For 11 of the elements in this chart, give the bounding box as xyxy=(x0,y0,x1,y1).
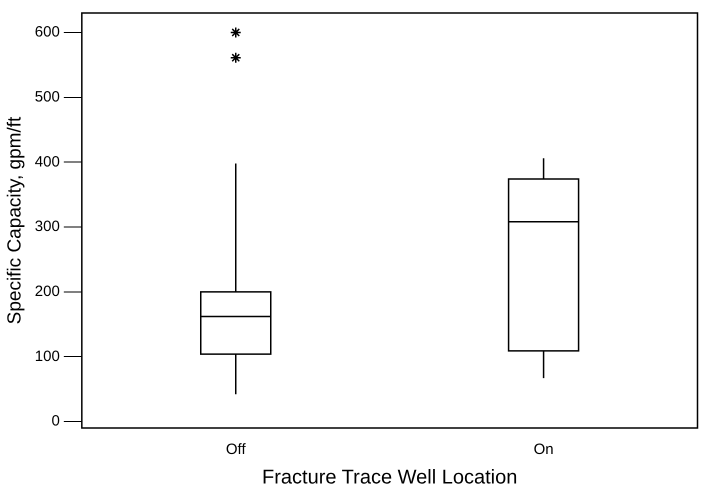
y-tick-label: 600 xyxy=(34,24,60,41)
y-axis-title: Specific Capacity, gpm/ft xyxy=(4,116,26,324)
y-tick-label: 300 xyxy=(34,218,60,236)
y-tick-label: 400 xyxy=(34,153,60,170)
y-tick-label: 200 xyxy=(34,282,60,300)
y-tick-label: 500 xyxy=(34,88,60,106)
y-tick-label: 0 xyxy=(51,412,60,430)
x-tick-label: On xyxy=(534,441,554,458)
x-axis-title: Fracture Trace Well Location xyxy=(262,466,518,489)
y-tick-label: 100 xyxy=(34,348,60,365)
x-tick-label: Off xyxy=(226,441,246,458)
